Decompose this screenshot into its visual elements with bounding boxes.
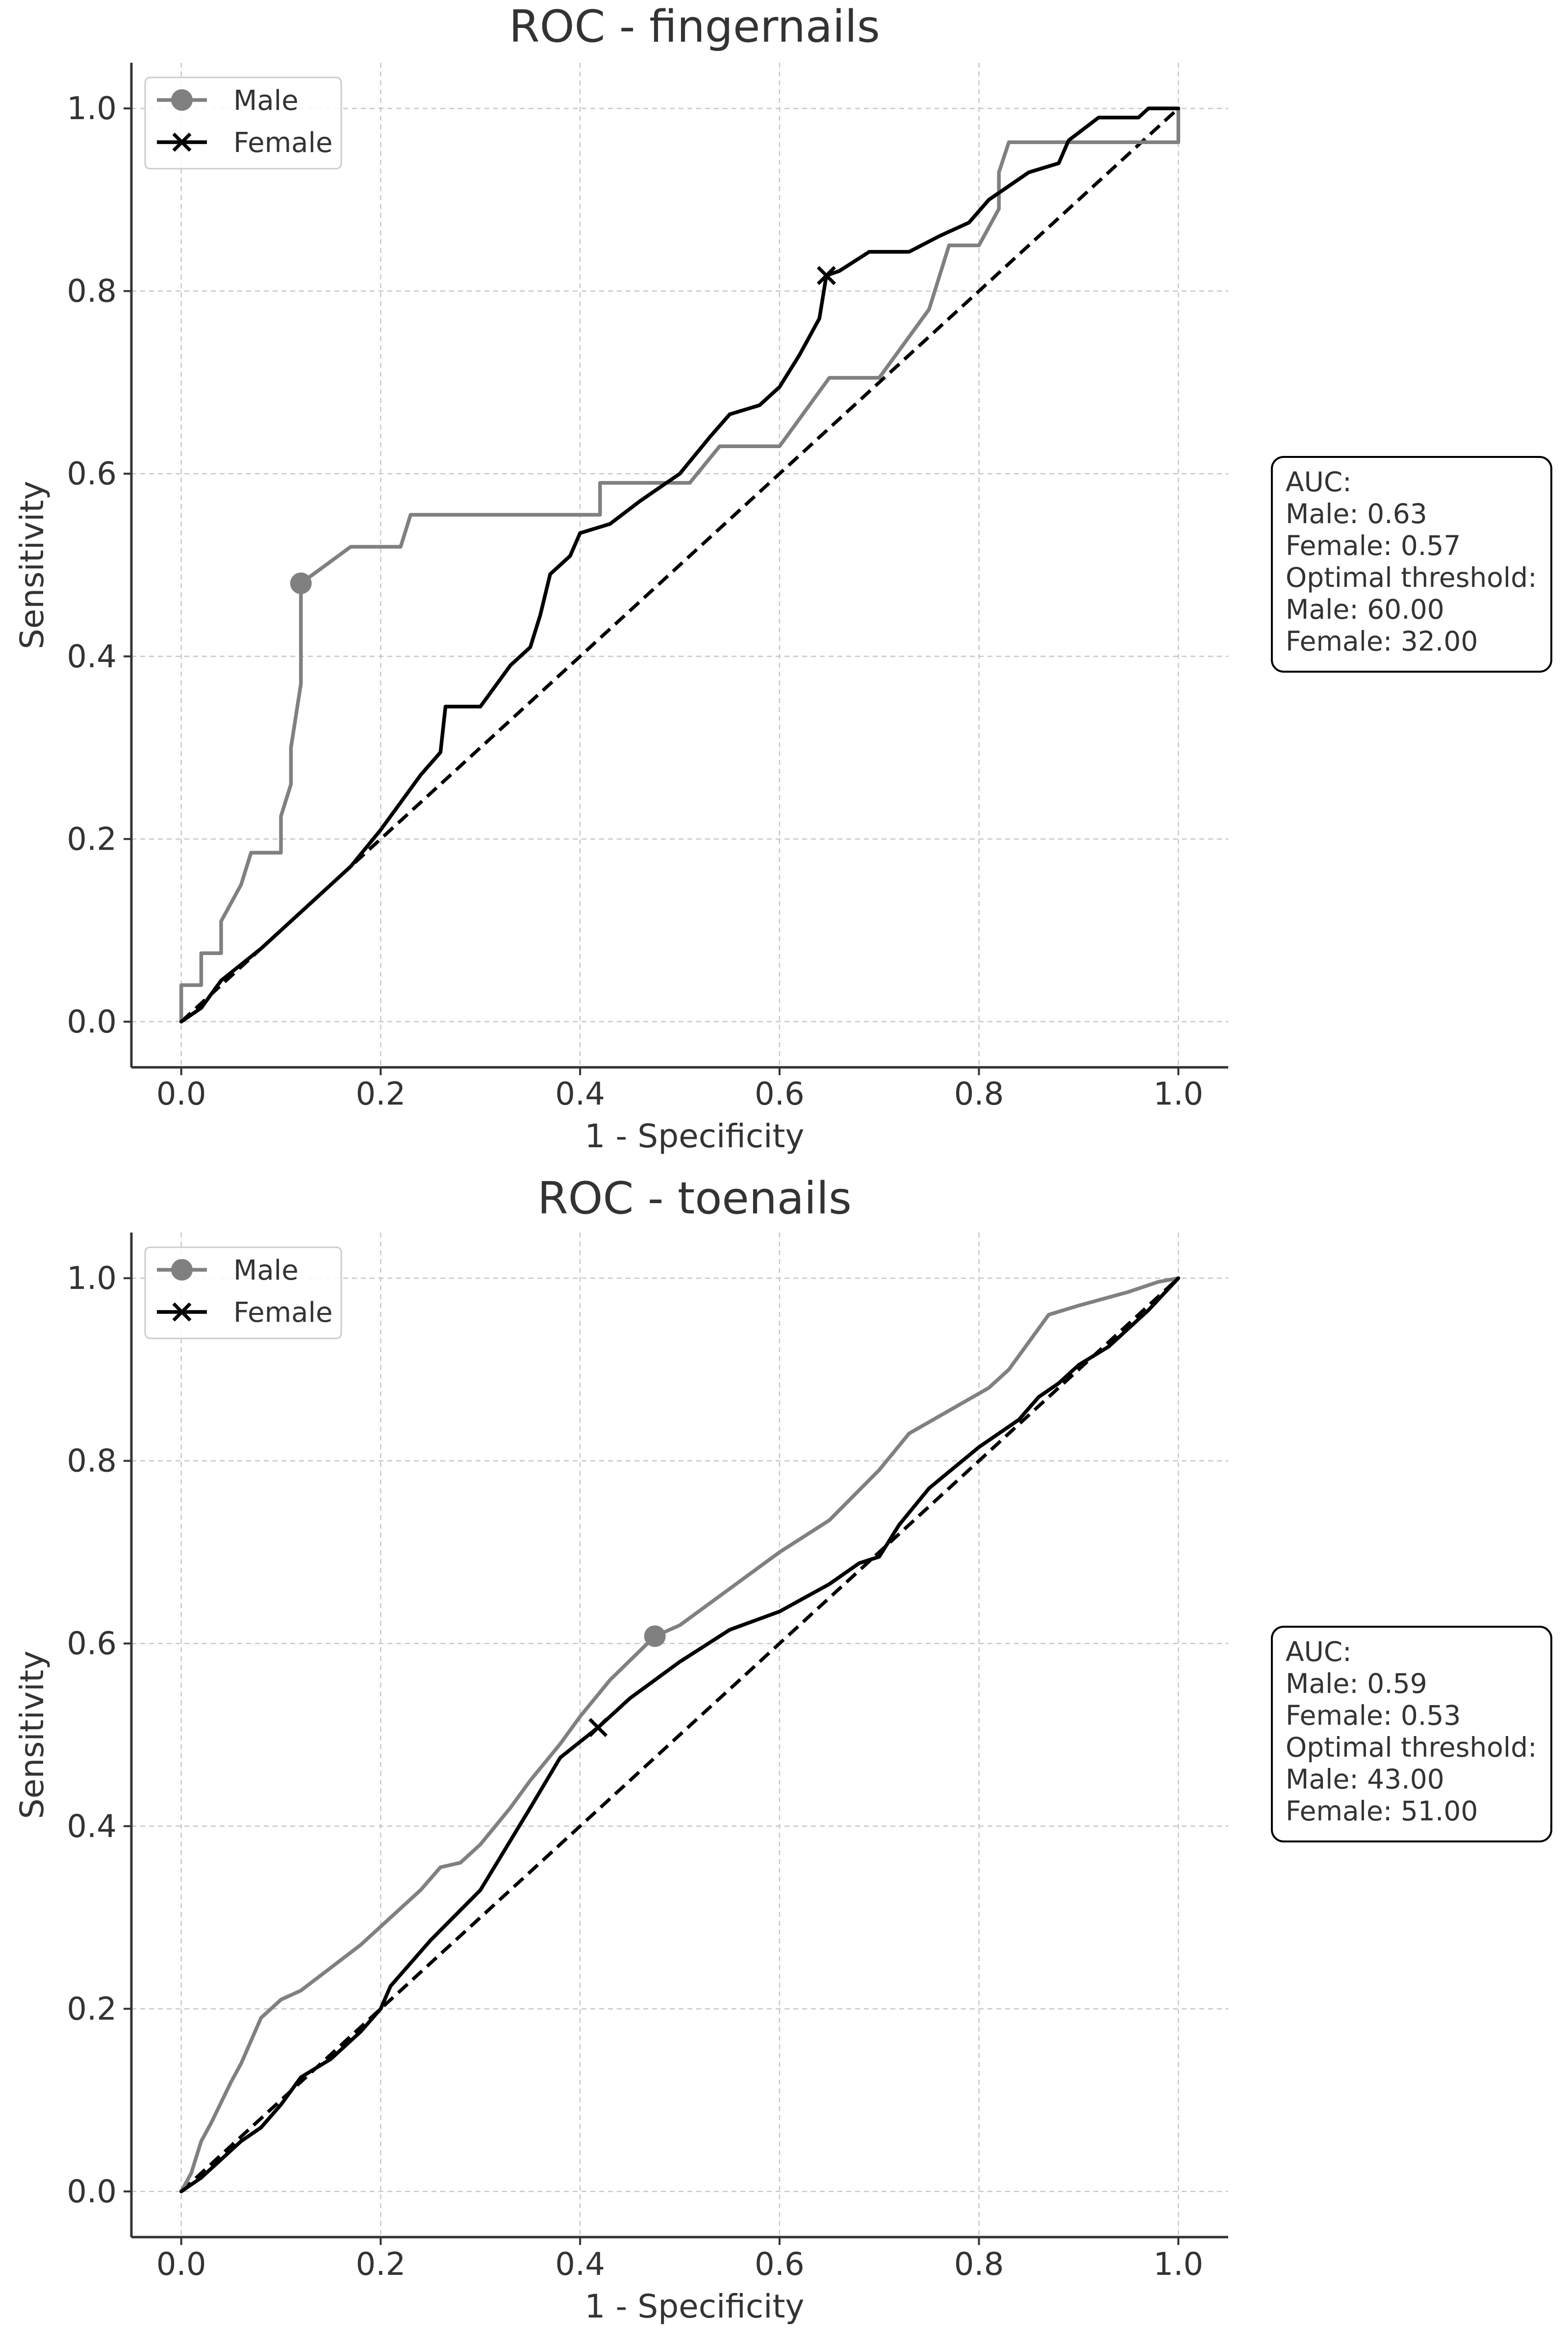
auc-annotation-line: Optimal threshold: xyxy=(1286,562,1537,593)
legend-marker-male xyxy=(171,1259,193,1281)
y-tick-label: 0.4 xyxy=(67,639,117,675)
y-axis-label: Sensitivity xyxy=(13,481,51,650)
legend: Male Female xyxy=(144,1246,342,1339)
legend-marker-male xyxy=(171,89,193,111)
auc-annotation-line: Female: 51.00 xyxy=(1286,1795,1478,1827)
auc-annotation-line: Optimal threshold: xyxy=(1286,1732,1537,1763)
auc-annotation-box xyxy=(1271,456,1552,673)
y-tick-label: 0.6 xyxy=(67,1626,117,1662)
auc-annotation-line: AUC: xyxy=(1286,1636,1352,1667)
auc-annotation-line: Male: 0.63 xyxy=(1286,498,1427,529)
y-axis-label: Sensitivity xyxy=(13,1651,51,1819)
series-line-female xyxy=(179,106,1181,1024)
chance-diagonal-line xyxy=(180,1277,1180,2193)
x-tick-label: 0.8 xyxy=(954,2246,1004,2283)
series-line-male xyxy=(179,1276,1181,2193)
x-tick-label: 0.4 xyxy=(555,2246,605,2283)
x-marker-stroke xyxy=(588,1718,608,1738)
auc-annotation-line: Female: 32.00 xyxy=(1286,626,1478,657)
legend-marker-female xyxy=(172,132,192,152)
y-tick-label: 0.2 xyxy=(67,1991,117,2027)
x-tick-label: 0.6 xyxy=(755,2246,805,2283)
auc-annotation-line: Female: 0.53 xyxy=(1286,1700,1461,1731)
legend: Male Female xyxy=(144,76,342,170)
optimal-point-marker-female xyxy=(816,266,836,285)
legend-marker-female xyxy=(172,1302,192,1322)
x-tick-label: 0.4 xyxy=(555,1076,605,1112)
auc-annotation-line: AUC: xyxy=(1286,466,1352,498)
chart-panel-1: 0.0 0.2 0.4 0.6 0.8 1.0 0.0 0.2 0.4 0.6 0.8 1.0 ROC … xyxy=(13,1,1552,1155)
chart-panel-2: 0.0 0.2 0.4 0.6 0.8 1.0 0.0 0.2 0.4 0.6 0.8 1.0 ROC … xyxy=(13,1173,1552,2325)
y-tick-label: 0.0 xyxy=(67,1004,117,1040)
x-tick-label: 0.2 xyxy=(356,2246,406,2283)
chart-title: ROC - fingernails xyxy=(509,1,880,52)
y-tick-label: 0.4 xyxy=(67,1809,117,1845)
x-marker-stroke xyxy=(816,266,836,285)
auc-annotation-box xyxy=(1271,1626,1552,1842)
legend-label-male: Male xyxy=(233,85,299,117)
x-tick-label: 1.0 xyxy=(1153,1076,1203,1112)
y-tick-label: 0.0 xyxy=(67,2174,117,2210)
x-tick-label: 0.0 xyxy=(156,1076,206,1112)
legend-label-female: Female xyxy=(233,127,332,159)
chart-title: ROC - toenails xyxy=(537,1173,852,1224)
legend-label-male: Male xyxy=(233,1255,299,1286)
x-axis-label: 1 - Specificity xyxy=(585,2288,805,2325)
x-tick-label: 1.0 xyxy=(1153,2246,1203,2283)
optimal-point-marker-male xyxy=(644,1625,666,1647)
auc-annotation-line: Male: 43.00 xyxy=(1286,1764,1444,1795)
auc-annotation-line: Male: 60.00 xyxy=(1286,594,1444,625)
auc-annotation-line: Female: 0.57 xyxy=(1286,530,1461,561)
y-tick-label: 0.8 xyxy=(67,274,117,310)
x-tick-label: 0.2 xyxy=(356,1076,406,1112)
legend-label-female: Female xyxy=(233,1297,332,1329)
y-tick-label: 0.8 xyxy=(67,1443,117,1480)
series-line-male xyxy=(179,106,1181,1024)
auc-annotation-line: Male: 0.59 xyxy=(1286,1668,1427,1699)
y-tick-label: 0.6 xyxy=(67,456,117,492)
x-tick-label: 0.8 xyxy=(954,1076,1004,1112)
optimal-point-marker-female xyxy=(588,1718,608,1738)
x-tick-label: 0.0 xyxy=(156,2246,206,2283)
optimal-point-marker-male xyxy=(290,572,312,594)
y-tick-label: 1.0 xyxy=(67,1260,117,1297)
y-tick-label: 1.0 xyxy=(67,91,117,127)
y-tick-label: 0.2 xyxy=(67,821,117,857)
series-line-female xyxy=(179,1276,1181,2193)
x-tick-label: 0.6 xyxy=(755,1076,805,1112)
x-axis-label: 1 - Specificity xyxy=(585,1117,805,1155)
